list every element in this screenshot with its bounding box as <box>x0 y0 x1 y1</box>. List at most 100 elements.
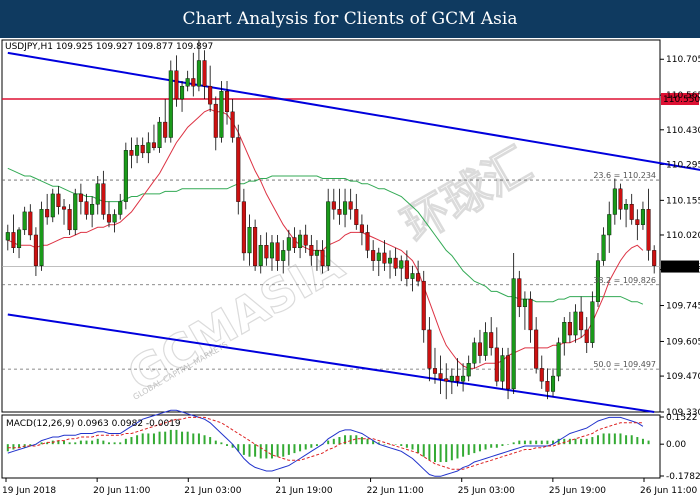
price-tick-label: 110.020 <box>666 231 700 241</box>
candle-body <box>472 342 477 364</box>
macd-histogram-bar <box>608 433 611 445</box>
candle-body <box>343 201 348 215</box>
resistance-price-tag <box>661 93 699 106</box>
candle-body <box>314 250 319 256</box>
candle-body <box>11 232 16 249</box>
fibonacci-level-label: 38.2 = 109.826 <box>593 276 656 285</box>
macd-histogram-bar <box>254 444 257 457</box>
macd-histogram-bar <box>242 444 245 455</box>
candle-body <box>191 78 196 87</box>
macd-histogram-bar <box>46 442 49 445</box>
price-tick-label: 110.705 <box>666 55 700 65</box>
candle-body <box>219 91 224 138</box>
macd-histogram-bar <box>181 431 184 445</box>
candle-body <box>151 142 156 148</box>
candle-body <box>567 322 572 336</box>
macd-histogram-bar <box>12 444 15 450</box>
candle-body <box>483 332 488 356</box>
macd-histogram-bar <box>130 437 133 445</box>
time-tick-label: 22 Jun 11:00 <box>367 486 424 496</box>
macd-histogram-bar <box>164 431 167 445</box>
macd-histogram-bar <box>636 437 639 445</box>
macd-label: MACD(12,26,9) 0.0963 0.0982 -0.0019 <box>6 419 181 429</box>
symbol-info: USDJPY,H1 109.925 109.927 109.877 109.89… <box>5 42 213 52</box>
macd-histogram-bar <box>647 440 650 445</box>
candle-body <box>359 224 364 233</box>
candle-body <box>90 203 95 215</box>
macd-histogram-bar <box>231 444 234 448</box>
candle-body <box>208 85 213 105</box>
macd-histogram-bar <box>270 444 273 459</box>
price-tick-label: 109.330 <box>666 408 700 418</box>
macd-histogram-bar <box>96 438 99 445</box>
macd-histogram-bar <box>467 444 470 455</box>
candle-body <box>73 193 78 231</box>
macd-histogram-bar <box>226 444 229 446</box>
macd-histogram-bar <box>57 440 60 445</box>
macd-histogram-bar <box>501 444 504 446</box>
macd-histogram-bar <box>355 435 358 445</box>
macd-histogram-bar <box>282 444 285 457</box>
macd-histogram-bar <box>344 435 347 445</box>
candle-body <box>506 355 511 390</box>
macd-histogram-bar <box>304 444 307 450</box>
candle-body <box>584 329 589 343</box>
macd-histogram-bar <box>169 429 172 445</box>
macd-histogram-bar <box>79 440 82 445</box>
macd-histogram-bar <box>400 444 403 446</box>
candle-body <box>326 201 331 266</box>
candle-body <box>612 188 617 215</box>
macd-histogram-bar <box>389 444 392 445</box>
macd-histogram-bar <box>248 444 251 457</box>
candle-body <box>112 214 117 223</box>
macd-histogram-bar <box>411 444 414 450</box>
candle-body <box>601 234 606 261</box>
candle-body <box>258 245 263 266</box>
macd-histogram-bar <box>147 433 150 445</box>
macd-histogram-bar <box>394 444 397 445</box>
candle-body <box>500 355 505 382</box>
candle-body <box>22 211 27 231</box>
candle-body <box>281 250 286 261</box>
candle-body <box>309 245 314 256</box>
candle-body <box>590 301 595 343</box>
candle-body <box>241 201 246 254</box>
macd-histogram-bar <box>141 433 144 445</box>
candle-body <box>640 209 645 225</box>
macd-histogram-bar <box>102 440 105 445</box>
candle-body <box>595 260 601 302</box>
candle-body <box>466 363 471 377</box>
candle-body <box>275 242 280 261</box>
candle-body <box>106 214 112 223</box>
macd-histogram-bar <box>641 438 644 445</box>
macd-histogram-bar <box>439 444 442 463</box>
candle-body <box>387 257 393 264</box>
candle-body <box>157 121 162 148</box>
page-title: Chart Analysis for Clients of GCM Asia <box>0 0 700 38</box>
macd-histogram-bar <box>40 442 43 445</box>
candle-body <box>365 232 370 251</box>
candle-body <box>67 209 72 231</box>
macd-histogram-bar <box>332 438 335 445</box>
macd-histogram-bar <box>619 433 622 445</box>
candle-body <box>337 209 342 215</box>
candle-body <box>56 193 61 207</box>
candle-body <box>579 311 584 331</box>
macd-histogram-bar <box>338 437 341 445</box>
candle-body <box>652 250 657 266</box>
macd-histogram-bar <box>203 435 206 445</box>
price-chart: GCMASIA 环球汇 GLOBAL CAPITAL MARKETS 110.7… <box>1 39 700 496</box>
candle-body <box>101 183 106 215</box>
time-tick-label: 25 Jun 19:00 <box>549 486 606 496</box>
time-tick-label: 25 Jun 03:00 <box>458 486 515 496</box>
macd-histogram-bar <box>405 444 408 448</box>
price-tick-label: 109.470 <box>666 372 700 382</box>
macd-histogram-bar <box>546 440 549 445</box>
macd-histogram-bar <box>259 444 262 459</box>
macd-histogram-bar <box>220 442 223 445</box>
macd-histogram-bar <box>422 444 425 457</box>
macd-histogram-bar <box>186 431 189 445</box>
macd-histogram-bar <box>602 433 605 445</box>
candle-body <box>247 227 252 254</box>
macd-histogram-bar <box>327 440 330 445</box>
